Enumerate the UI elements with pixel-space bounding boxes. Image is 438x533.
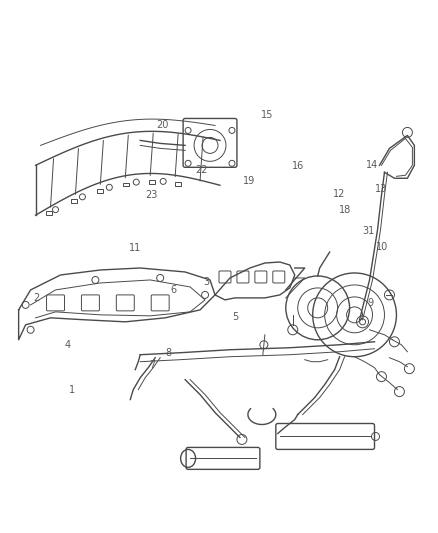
Text: 7: 7	[149, 360, 155, 370]
Text: 11: 11	[129, 243, 141, 253]
Text: 15: 15	[261, 110, 273, 120]
Text: 19: 19	[243, 176, 255, 186]
Text: 1: 1	[68, 385, 74, 394]
Bar	[46, 212, 52, 215]
Bar	[71, 199, 78, 203]
Text: 2: 2	[34, 293, 40, 303]
Text: 22: 22	[195, 165, 208, 175]
Text: 6: 6	[170, 285, 176, 295]
Text: 14: 14	[366, 160, 378, 171]
Bar	[175, 182, 181, 186]
Text: 5: 5	[232, 312, 238, 322]
Text: 18: 18	[339, 205, 351, 215]
Text: 16: 16	[292, 161, 304, 171]
Bar	[149, 181, 155, 184]
Bar	[124, 182, 129, 187]
Text: 9: 9	[367, 298, 374, 308]
Text: 4: 4	[64, 340, 71, 350]
Text: 20: 20	[156, 120, 169, 131]
Bar	[97, 189, 103, 193]
Text: 10: 10	[375, 242, 388, 252]
Text: 23: 23	[145, 190, 158, 200]
Text: 3: 3	[203, 277, 209, 287]
Text: 8: 8	[165, 348, 171, 358]
Text: 13: 13	[374, 184, 387, 194]
Text: 12: 12	[332, 189, 345, 199]
Text: 31: 31	[363, 226, 375, 236]
